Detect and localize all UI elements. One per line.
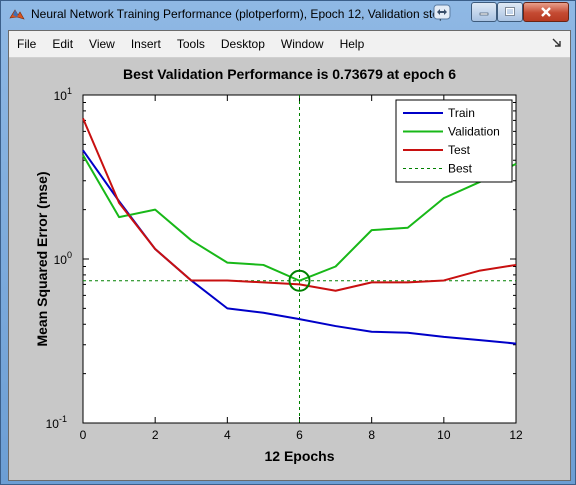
legend-label-best: Best [448, 162, 473, 176]
menu-view[interactable]: View [89, 37, 115, 51]
minimize-icon [479, 12, 489, 16]
legend-label-train: Train [448, 106, 475, 120]
y-tick-label: 100 [54, 250, 72, 267]
menu-tools[interactable]: Tools [176, 37, 205, 51]
matlab-logo-icon [9, 9, 25, 20]
series-line-validation [82, 154, 517, 282]
x-tick-label: 0 [80, 428, 87, 442]
legend-label-test: Test [448, 143, 471, 157]
maximize-icon [505, 7, 515, 16]
figure-canvas: Best Validation Performance is 0.73679 a… [9, 58, 570, 480]
y-tick-label: 101 [54, 86, 72, 103]
menu-window[interactable]: Window [280, 37, 324, 51]
close-button[interactable] [523, 2, 569, 22]
resize-arrows-icon [433, 4, 451, 20]
x-axis-label: 12 Epochs [264, 448, 334, 464]
dock-arrow-icon[interactable] [552, 37, 562, 49]
chart-title: Best Validation Performance is 0.73679 a… [122, 66, 457, 82]
figure-client-area: File Edit View Insert Tools Desktop Wind… [8, 30, 571, 481]
performance-plot[interactable]: 101 100 10-1 0 2 4 6 8 10 12 Train Validation Test Be… [9, 58, 570, 480]
y-axis-label: Mean Squared Error (mse) [34, 171, 50, 346]
x-tick-label: 6 [296, 428, 303, 442]
x-tick-label: 10 [437, 428, 451, 442]
title-bar[interactable]: Neural Network Training Performance (plo… [1, 1, 575, 27]
legend-label-validation: Validation [448, 125, 500, 139]
minimize-button[interactable] [471, 2, 497, 22]
menu-desktop[interactable]: Desktop [220, 37, 265, 51]
close-icon [541, 7, 551, 17]
menu-edit[interactable]: Edit [52, 37, 74, 51]
x-tick-label: 12 [509, 428, 523, 442]
menu-help[interactable]: Help [339, 37, 365, 51]
best-marker [288, 269, 311, 292]
menu-insert[interactable]: Insert [130, 37, 161, 51]
series-line-test [82, 118, 517, 292]
x-tick-label: 8 [368, 428, 375, 442]
maximize-button[interactable] [497, 2, 523, 22]
x-tick-label: 2 [152, 428, 159, 442]
menu-bar: File Edit View Insert Tools Desktop Wind… [9, 31, 570, 58]
window-title: Neural Network Training Performance (plo… [31, 7, 441, 21]
x-tick-label: 4 [224, 428, 231, 442]
y-tick-label: 10-1 [46, 414, 67, 431]
menu-file[interactable]: File [17, 37, 37, 51]
